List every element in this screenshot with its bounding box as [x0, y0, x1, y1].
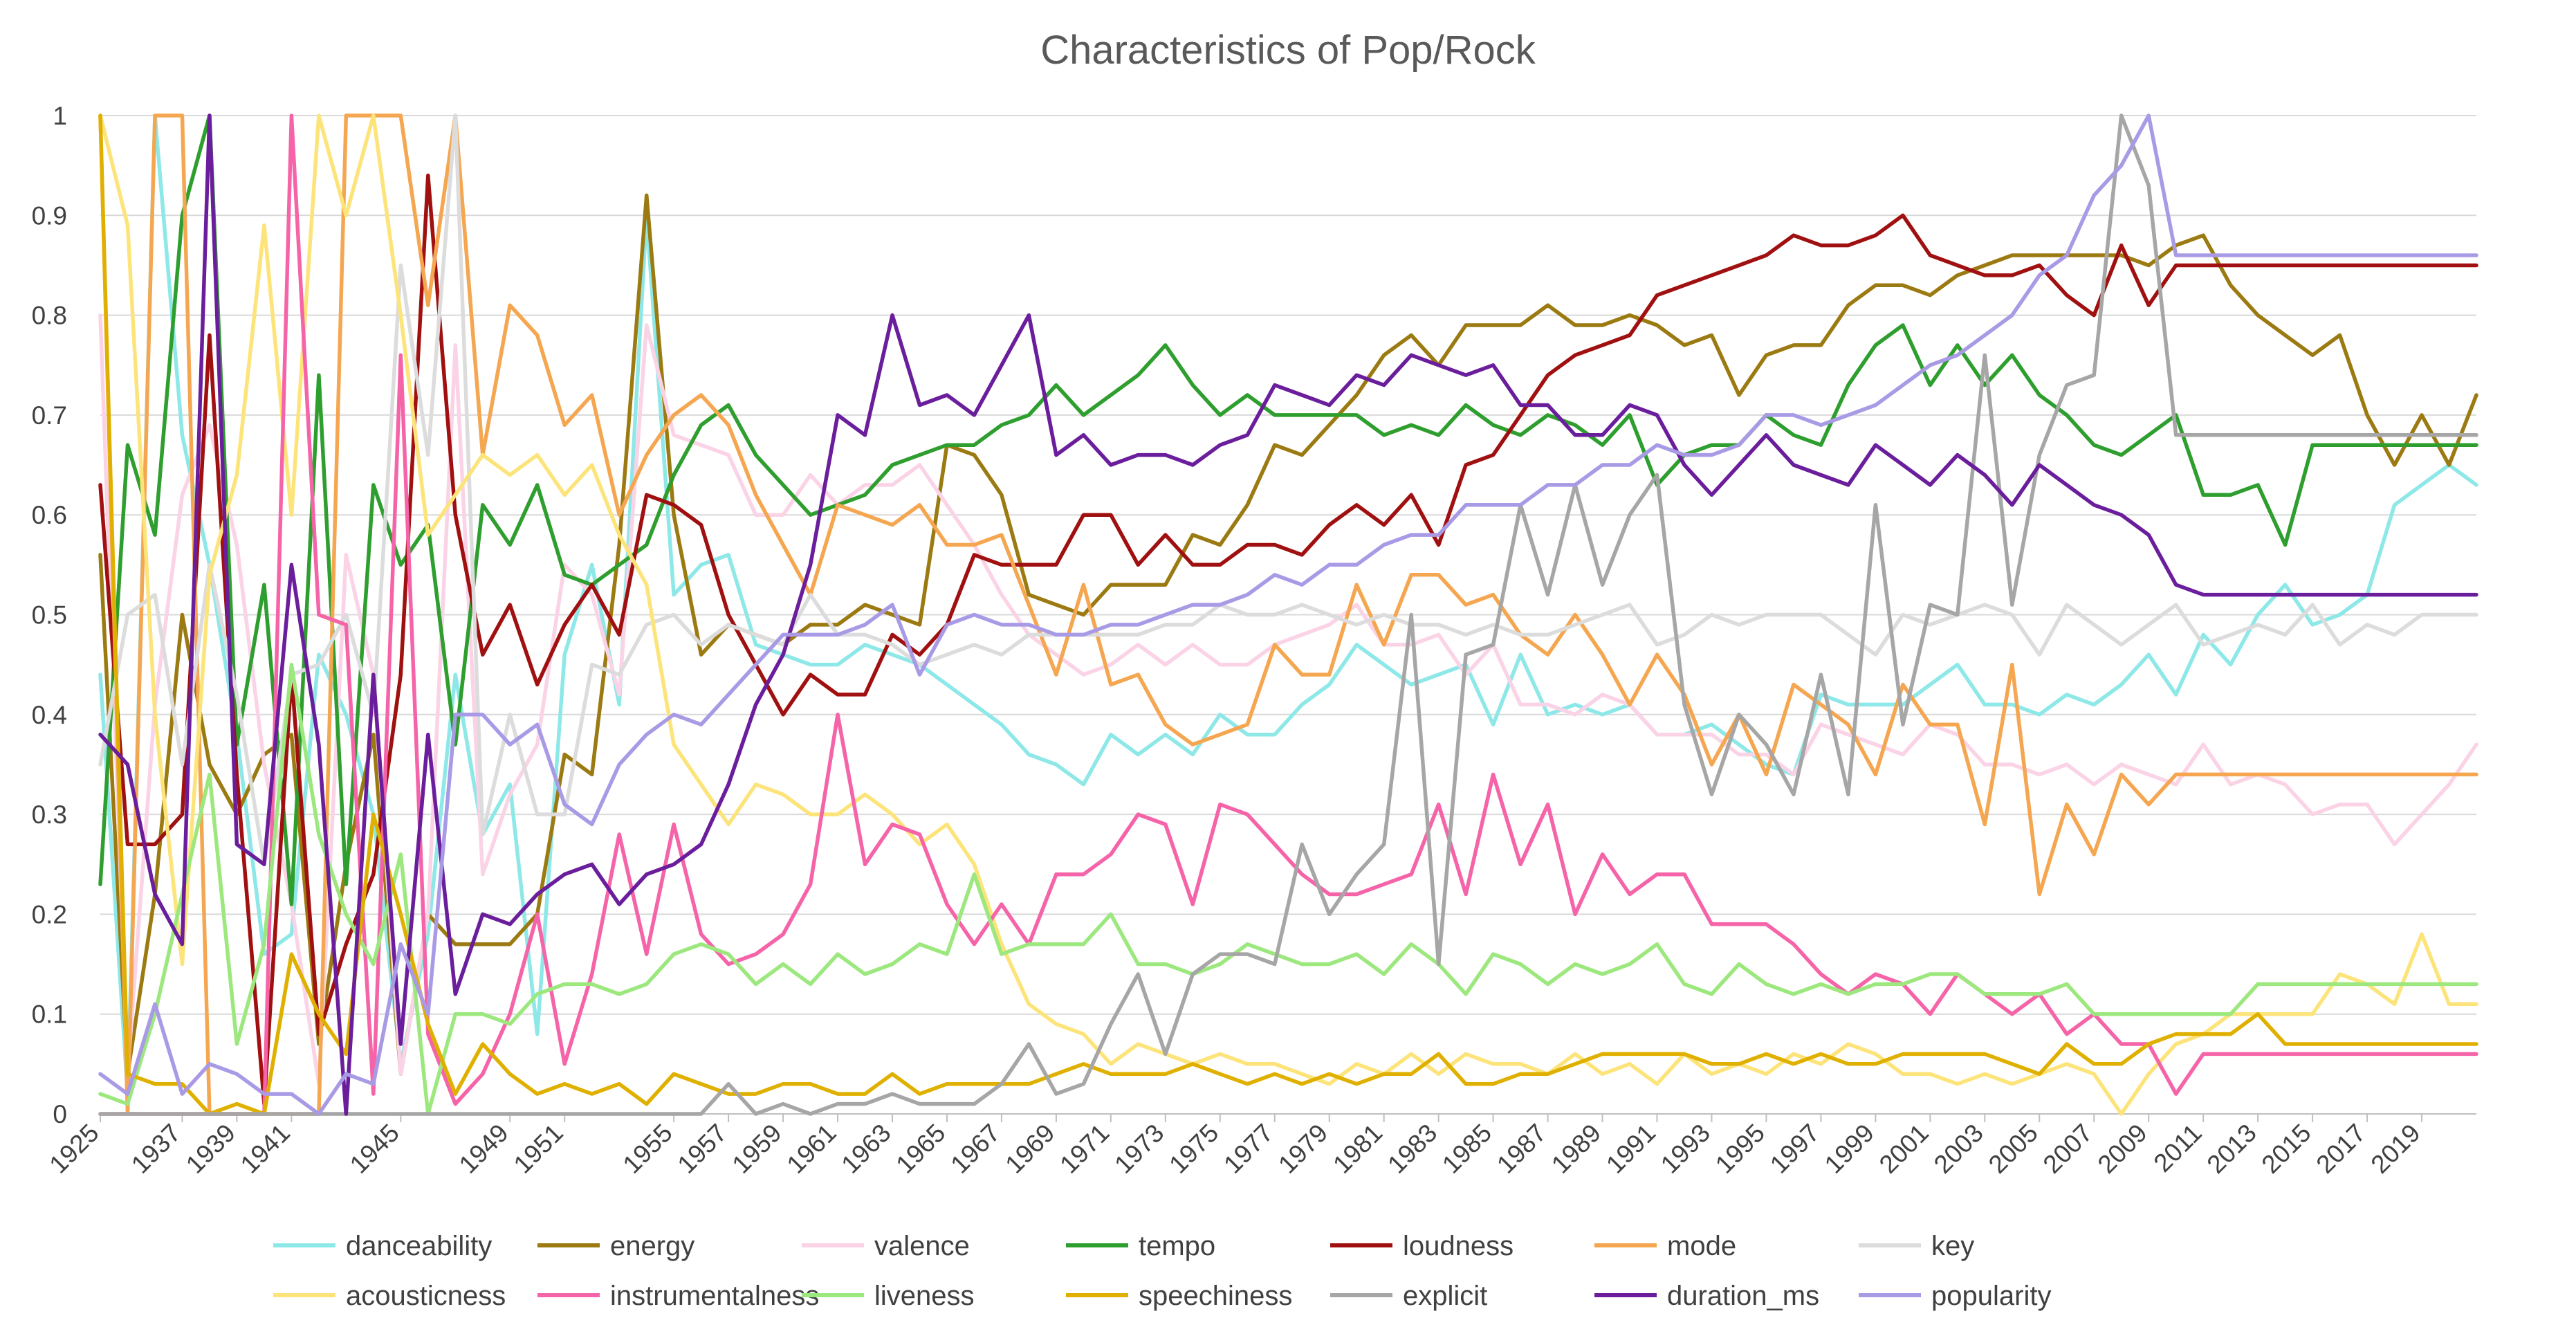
gridlines	[100, 115, 2476, 1115]
x-tick-label: 2009	[2092, 1119, 2153, 1179]
legend-label: valence	[874, 1231, 970, 1261]
legend-label: acousticness	[346, 1281, 506, 1311]
series-line-valence	[98, 313, 2478, 1086]
x-tick-label: 1973	[1109, 1119, 1169, 1179]
x-tick-label: 1997	[1765, 1119, 1825, 1179]
x-tick-label: 2001	[1874, 1119, 1934, 1179]
x-tick-label: 1945	[344, 1119, 405, 1179]
x-tick-label: 1987	[1491, 1119, 1552, 1179]
x-tick-label: 1941	[235, 1119, 295, 1179]
x-tick-label: 1957	[672, 1119, 733, 1179]
x-tick-label: 1969	[1000, 1119, 1060, 1179]
y-tick-label: 0.7	[32, 401, 67, 430]
y-tick-label: 0.5	[32, 601, 67, 630]
legend-label: danceability	[346, 1231, 492, 1261]
legend-item: valence	[802, 1231, 970, 1261]
legend-label: popularity	[1931, 1281, 2051, 1311]
legend-item: tempo	[1066, 1231, 1215, 1261]
y-tick-label: 0.8	[32, 302, 67, 330]
legend-item: energy	[537, 1231, 694, 1261]
x-tick-label: 1979	[1273, 1119, 1333, 1179]
x-tick-label: 1991	[1601, 1119, 1661, 1179]
x-tick-label: 2005	[1983, 1119, 2043, 1179]
legend-item: mode	[1594, 1231, 1736, 1261]
legend-label: key	[1931, 1231, 1974, 1261]
legend-item: speechiness	[1066, 1281, 1292, 1311]
x-tick-label: 1937	[126, 1119, 186, 1179]
x-tick-label: 1971	[1054, 1119, 1114, 1179]
x-tick-label: 1993	[1655, 1119, 1715, 1179]
series-line-danceability	[98, 113, 2478, 1096]
x-tick-label: 2013	[2202, 1119, 2262, 1179]
series-line-mode	[98, 113, 2478, 1116]
legend-label: instrumentalness	[610, 1281, 819, 1311]
y-tick-label: 0.6	[32, 501, 67, 529]
legend-label: explicit	[1403, 1281, 1487, 1311]
y-axis-ticks: 0 0.1 0.2 0.3 0.4 0.5 0.6 0.7 0.8 0.9 1	[32, 102, 67, 1128]
legend-item: key	[1859, 1231, 1974, 1261]
x-tick-label: 1995	[1710, 1119, 1770, 1179]
x-tick-label: 1983	[1382, 1119, 1442, 1179]
series-lines	[98, 113, 2478, 1116]
series-line-energy	[98, 193, 2478, 1077]
legend-item: danceability	[273, 1231, 492, 1261]
x-tick-label: 1981	[1327, 1119, 1388, 1179]
x-tick-label: 1949	[454, 1119, 514, 1179]
x-tick-label: 1963	[836, 1119, 896, 1179]
x-tick-label: 2017	[2311, 1119, 2371, 1179]
series-line-duration-ms	[98, 113, 2478, 1116]
legend-item: popularity	[1859, 1281, 2051, 1311]
series-line-explicit	[98, 113, 2478, 1116]
x-tick-label: 2019	[2365, 1119, 2425, 1179]
series-line-popularity	[98, 113, 2478, 1116]
x-tick-label: 2015	[2256, 1119, 2317, 1179]
x-tick-label: 1975	[1163, 1119, 1224, 1179]
legend-label: energy	[610, 1231, 694, 1261]
series-line-instrumentalness	[98, 113, 2478, 1116]
x-tick-label: 1959	[727, 1119, 787, 1179]
x-tick-label: 1951	[508, 1119, 569, 1179]
legend-label: tempo	[1139, 1231, 1215, 1261]
y-tick-label: 0.4	[32, 701, 67, 729]
legend-label: loudness	[1403, 1231, 1514, 1261]
legend-item: duration_ms	[1594, 1281, 1819, 1311]
x-tick-label: 1955	[618, 1119, 678, 1179]
series-line-acousticness	[98, 113, 2478, 1116]
x-tick-label: 1961	[781, 1119, 841, 1179]
y-tick-label: 0	[53, 1100, 67, 1128]
x-tick-label: 1989	[1546, 1119, 1606, 1179]
x-tick-label: 1939	[181, 1119, 241, 1179]
legend-item: liveness	[802, 1281, 975, 1311]
y-tick-label: 0.3	[32, 800, 67, 829]
y-tick-label: 1	[53, 102, 67, 130]
x-tick-label: 1965	[890, 1119, 950, 1179]
x-tick-label: 1967	[945, 1119, 1005, 1179]
y-tick-label: 0.9	[32, 201, 67, 230]
legend-item: acousticness	[273, 1281, 506, 1311]
series-line-liveness	[98, 662, 2478, 1116]
y-tick-label: 0.2	[32, 900, 67, 928]
x-tick-label: 2003	[1929, 1119, 1989, 1179]
legend-label: duration_ms	[1667, 1281, 1819, 1311]
legend-label: liveness	[874, 1281, 975, 1311]
x-tick-label: 1985	[1437, 1119, 1497, 1179]
chart-title: Characteristics of Pop/Rock	[1040, 28, 1536, 73]
legend-item: instrumentalness	[537, 1281, 819, 1311]
legend-item: loudness	[1330, 1231, 1514, 1261]
series-line-loudness	[98, 173, 2478, 1106]
series-line-tempo	[98, 113, 2478, 906]
x-tick-label: 2011	[2149, 1119, 2207, 1178]
legend-label: speechiness	[1139, 1281, 1292, 1311]
series-line-speechiness	[98, 113, 2478, 1116]
x-tick-label: 1977	[1218, 1119, 1278, 1179]
y-tick-label: 0.1	[32, 1000, 67, 1029]
legend-item: explicit	[1330, 1281, 1487, 1311]
x-tick-label: 1999	[1819, 1119, 1879, 1179]
legend-label: mode	[1667, 1231, 1736, 1261]
x-tick-label: 2007	[2038, 1119, 2098, 1179]
series-line-key	[98, 113, 2478, 867]
legend: danceability energy valence tempo loudness mo…	[273, 1231, 2051, 1311]
